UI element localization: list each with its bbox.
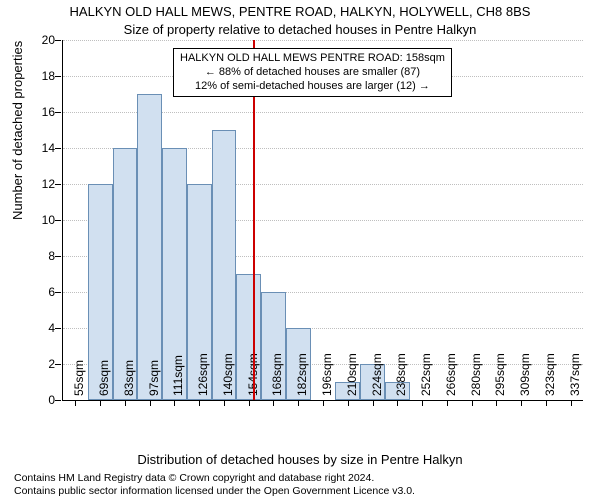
y-axis-label: Number of detached properties xyxy=(10,41,25,220)
x-tick xyxy=(199,401,200,406)
annotation-line-2: ← 88% of detached houses are smaller (87… xyxy=(180,66,445,80)
x-tick xyxy=(150,401,151,406)
grid-line xyxy=(63,40,583,41)
x-tick xyxy=(100,401,101,406)
x-tick-label: 182sqm xyxy=(295,353,309,396)
x-tick xyxy=(521,401,522,406)
x-tick xyxy=(546,401,547,406)
y-tick xyxy=(55,220,61,221)
y-tick xyxy=(55,184,61,185)
chart-container: HALKYN OLD HALL MEWS, PENTRE ROAD, HALKY… xyxy=(0,0,600,500)
title-line-2: Size of property relative to detached ho… xyxy=(0,22,600,38)
y-tick-label: 4 xyxy=(25,321,55,335)
x-tick xyxy=(249,401,250,406)
x-tick-label: 295sqm xyxy=(493,353,507,396)
x-tick xyxy=(75,401,76,406)
x-tick-label: 140sqm xyxy=(221,353,235,396)
x-tick-label: 83sqm xyxy=(122,360,136,396)
x-tick-label: 111sqm xyxy=(171,355,185,396)
x-tick-label: 168sqm xyxy=(270,353,284,396)
x-tick-label: 309sqm xyxy=(518,353,532,396)
chart-titles: HALKYN OLD HALL MEWS, PENTRE ROAD, HALKY… xyxy=(0,4,600,37)
y-tick xyxy=(55,40,61,41)
x-tick xyxy=(373,401,374,406)
x-tick xyxy=(298,401,299,406)
x-tick-label: 196sqm xyxy=(320,353,334,396)
x-tick-label: 97sqm xyxy=(147,360,161,396)
x-tick xyxy=(571,401,572,406)
x-tick-label: 224sqm xyxy=(370,353,384,396)
x-tick-label: 266sqm xyxy=(444,353,458,396)
y-tick-label: 8 xyxy=(25,249,55,263)
footer-line-1: Contains HM Land Registry data © Crown c… xyxy=(14,472,415,485)
x-tick xyxy=(397,401,398,406)
y-tick-label: 0 xyxy=(25,393,55,407)
x-tick-label: 210sqm xyxy=(345,353,359,396)
y-tick xyxy=(55,292,61,293)
y-tick xyxy=(55,76,61,77)
x-tick-label: 55sqm xyxy=(72,360,86,396)
title-line-1: HALKYN OLD HALL MEWS, PENTRE ROAD, HALKY… xyxy=(0,4,600,20)
annotation-box: HALKYN OLD HALL MEWS PENTRE ROAD: 158sqm… xyxy=(173,48,452,97)
y-tick xyxy=(55,112,61,113)
x-tick xyxy=(273,401,274,406)
x-tick xyxy=(447,401,448,406)
y-tick-label: 10 xyxy=(25,213,55,227)
footer-attribution: Contains HM Land Registry data © Crown c… xyxy=(14,472,415,498)
x-tick-label: 252sqm xyxy=(419,353,433,396)
x-tick xyxy=(323,401,324,406)
y-tick-label: 6 xyxy=(25,285,55,299)
histogram-bar xyxy=(137,94,162,400)
x-tick xyxy=(348,401,349,406)
x-tick-label: 323sqm xyxy=(543,353,557,396)
y-tick xyxy=(55,256,61,257)
x-tick xyxy=(224,401,225,406)
y-tick-label: 20 xyxy=(25,33,55,47)
x-tick-label: 126sqm xyxy=(196,353,210,396)
x-axis-label: Distribution of detached houses by size … xyxy=(0,452,600,467)
y-tick-label: 14 xyxy=(25,141,55,155)
x-tick xyxy=(472,401,473,406)
y-tick-label: 2 xyxy=(25,357,55,371)
y-tick-label: 12 xyxy=(25,177,55,191)
x-tick xyxy=(125,401,126,406)
y-tick xyxy=(55,148,61,149)
x-tick-label: 337sqm xyxy=(568,353,582,396)
x-tick xyxy=(174,401,175,406)
x-tick-label: 238sqm xyxy=(394,353,408,396)
y-tick xyxy=(55,328,61,329)
annotation-line-3: 12% of semi-detached houses are larger (… xyxy=(180,80,445,94)
x-tick xyxy=(496,401,497,406)
y-tick xyxy=(55,364,61,365)
x-tick-label: 280sqm xyxy=(469,353,483,396)
footer-line-2: Contains public sector information licen… xyxy=(14,485,415,498)
y-tick-label: 18 xyxy=(25,69,55,83)
x-tick-label: 69sqm xyxy=(97,360,111,396)
annotation-line-1: HALKYN OLD HALL MEWS PENTRE ROAD: 158sqm xyxy=(180,52,445,66)
plot-area: 0246810121416182055sqm69sqm83sqm97sqm111… xyxy=(62,40,582,400)
y-tick xyxy=(55,400,61,401)
y-tick-label: 16 xyxy=(25,105,55,119)
x-tick xyxy=(422,401,423,406)
